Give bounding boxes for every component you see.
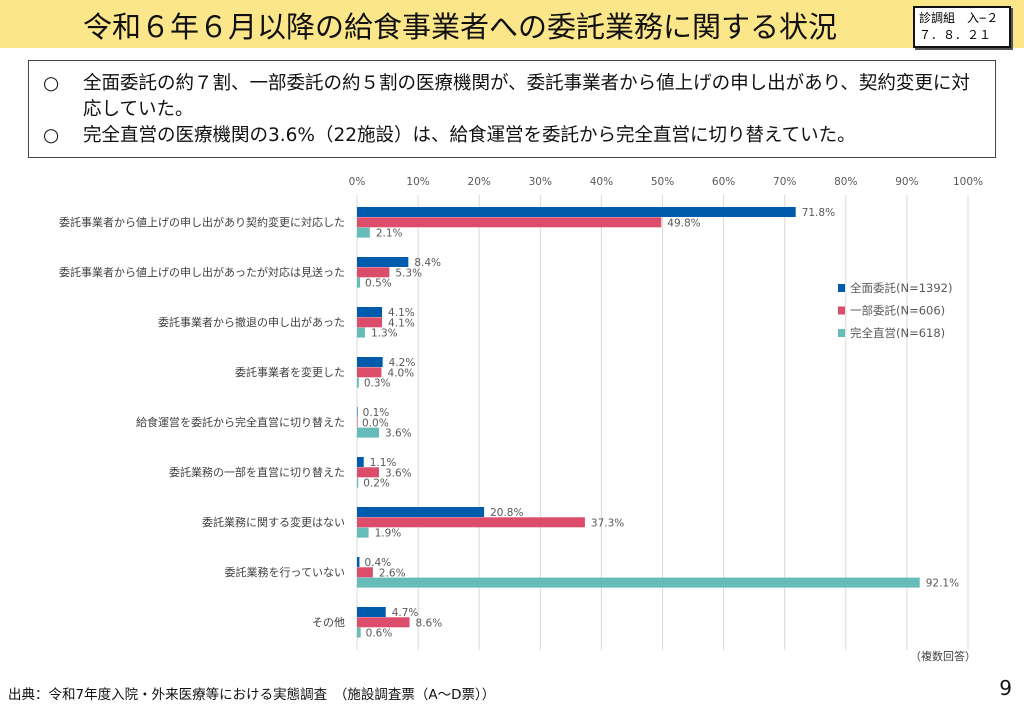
bar [357, 517, 585, 528]
category-label: 委託業務を行っていない [225, 565, 345, 579]
x-tick-label: 10% [406, 176, 429, 188]
data-label: 4.2% [389, 357, 416, 369]
data-label: 4.7% [392, 607, 419, 619]
category-label: 委託事業者から撤退の申し出があった [158, 315, 345, 329]
x-tick-label: 30% [529, 176, 552, 188]
bar [357, 367, 382, 378]
x-tick-label: 90% [895, 176, 918, 188]
data-label: 3.6% [385, 467, 412, 479]
bar [357, 257, 409, 267]
category-label: 委託業務に関する変更はない [202, 515, 345, 529]
category-label: 委託事業者から値上げの申し出があり契約変更に対応した [59, 215, 345, 229]
data-label: 0.5% [365, 278, 392, 290]
data-label: 8.4% [414, 257, 441, 269]
data-label: 0.1% [363, 407, 390, 419]
document-id: 診調組 入−２ ７．８．２１ [913, 6, 1011, 48]
bar [357, 267, 390, 278]
multiple-answer-note: （複数回答） [910, 649, 976, 663]
bar [357, 557, 360, 567]
summary-text: 全面委託の約７割、一部委託の約５割の医療機関が、委託事業者から値上げの申し出があ… [83, 73, 970, 120]
data-label: 0.6% [366, 628, 393, 640]
bar [357, 427, 379, 438]
data-label: 1.3% [371, 328, 398, 340]
bar [357, 207, 796, 217]
bar [357, 567, 373, 578]
bar [357, 577, 920, 588]
data-label: 0.3% [364, 378, 391, 390]
page-title: 令和６年６月以降の給食事業者への委託業務に関する状況 [82, 10, 837, 44]
x-tick-label: 0% [349, 176, 366, 188]
bar [357, 607, 386, 617]
data-label: 8.6% [416, 617, 443, 629]
data-label: 37.3% [591, 517, 624, 529]
x-tick-label: 40% [590, 176, 613, 188]
data-label: 1.1% [370, 457, 397, 469]
bar [357, 627, 361, 638]
category-label: 委託事業者から値上げの申し出があったが対応は見送った [59, 265, 345, 279]
data-label: 0.4% [364, 557, 391, 569]
doc-id-line1: 診調組 入−２ [919, 11, 999, 25]
bar [357, 327, 365, 338]
bar [357, 277, 361, 288]
x-tick-label: 100% [953, 176, 983, 188]
bar [357, 527, 369, 538]
legend-label: 一部委託(N=606) [850, 304, 945, 318]
data-label: 1.9% [375, 528, 402, 540]
data-label: 0.0% [362, 417, 389, 429]
data-label: 3.6% [385, 428, 412, 440]
bar [357, 467, 379, 478]
bar [357, 417, 358, 428]
x-tick-label: 50% [651, 176, 674, 188]
data-label: 92.1% [926, 578, 959, 590]
legend-label: 全面委託(N=1392) [850, 281, 952, 295]
bullet-circle-icon: ○ [43, 125, 60, 146]
bar-chart: 0% 10% 20% 30% 40% 50% 60% 70% 80% 90% 100% 委託事業者から… [59, 176, 983, 663]
data-label: 5.3% [395, 267, 422, 279]
source-note: 出典：令和7年度入院・外来医療等における実態調査 （施設調査票（A～D票）） [8, 687, 496, 703]
bar [357, 217, 662, 228]
bar [357, 307, 383, 317]
category-label: 委託業務の一部を直営に切り替えた [169, 465, 345, 479]
title-bar [0, 0, 1024, 48]
legend-label: 完全直営(N=618) [850, 326, 945, 340]
legend-swatch [838, 284, 845, 292]
x-tick-label: 80% [834, 176, 857, 188]
data-label: 49.8% [667, 217, 700, 229]
bar [357, 227, 370, 238]
bar [357, 457, 364, 467]
category-label: 委託事業者を変更した [235, 365, 345, 379]
bullet-circle-icon: ○ [43, 73, 60, 94]
bar [357, 357, 383, 367]
data-label: 0.2% [363, 478, 390, 490]
category-label: 給食運営を委託から完全直営に切り替えた [136, 415, 345, 429]
data-label: 4.1% [388, 307, 415, 319]
bar [357, 477, 359, 488]
doc-id-line2: ７．８．２１ [919, 28, 992, 42]
bar [357, 507, 485, 517]
bar [357, 377, 359, 388]
data-label: 2.1% [376, 228, 403, 240]
data-label: 20.8% [490, 507, 523, 519]
bar [357, 617, 410, 628]
legend-swatch [838, 306, 845, 315]
summary-box: ○ 全面委託の約７割、一部委託の約５割の医療機関が、委託事業者から値上げの申し出が… [28, 60, 996, 158]
x-tick-label: 70% [773, 176, 796, 188]
data-label: 4.0% [387, 367, 414, 379]
data-label: 4.1% [388, 317, 415, 329]
data-label: 2.6% [379, 567, 406, 579]
bar [357, 317, 383, 328]
summary-item: ○ 完全直営の医療機関の3.6%（22施設）は、給食運営を委託から完全直営に切り替… [43, 123, 981, 149]
legend-swatch [838, 329, 845, 337]
page-number: 9 [999, 676, 1012, 700]
bar [357, 407, 358, 417]
category-label: その他 [312, 616, 345, 629]
summary-item: ○ 全面委託の約７割、一部委託の約５割の医療機関が、委託事業者から値上げの申し出が… [43, 71, 981, 123]
summary-text: 完全直営の医療機関の3.6%（22施設）は、給食運営を委託から完全直営に切り替え… [83, 125, 856, 146]
x-tick-label: 60% [712, 176, 735, 188]
x-tick-label: 20% [468, 176, 491, 188]
data-label: 71.8% [802, 207, 835, 219]
